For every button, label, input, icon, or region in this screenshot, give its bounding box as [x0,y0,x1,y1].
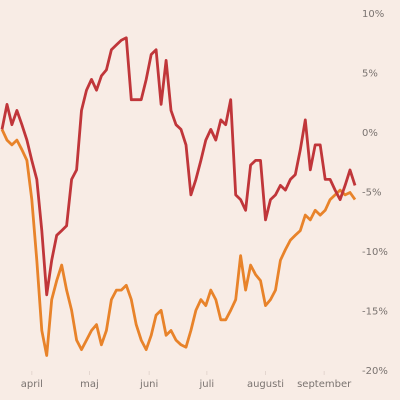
y-tick-label: 10% [362,9,384,20]
y-tick-label: 5% [362,69,378,80]
y-tick-label: -15% [362,307,388,318]
x-tick-label: juli [198,379,214,390]
y-tick-label: -10% [362,247,388,258]
x-tick-label: april [21,379,43,390]
series-line [0,36,357,297]
series-line [0,128,357,357]
y-tick-label: -5% [362,188,381,199]
x-tick-label: maj [80,379,99,390]
y-tick-label: 0% [362,128,378,139]
y-tick-label: -20% [362,366,388,377]
x-tick-label: september [297,379,352,390]
x-tick-label: augusti [247,379,284,390]
x-tick-label: juni [139,379,158,390]
